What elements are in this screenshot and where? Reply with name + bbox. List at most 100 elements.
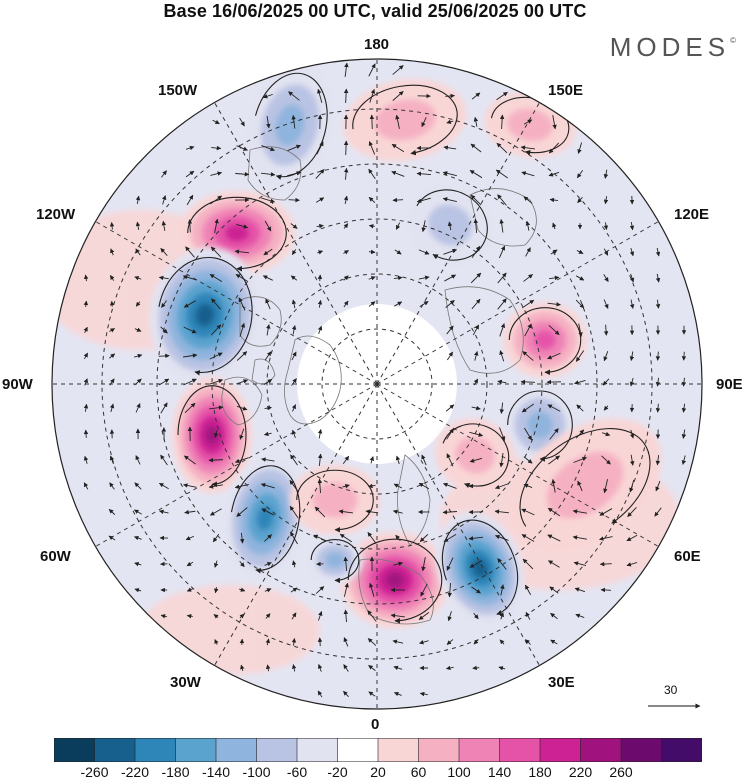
streamline-arc-ridge-kara-sea: [442, 423, 510, 489]
wind-vector-419: [392, 639, 404, 644]
wind-vector-425: [550, 639, 558, 645]
copyright-mark: ©: [730, 36, 736, 45]
coast-scandinavia: [397, 454, 431, 546]
lon-label-0: 0: [371, 716, 380, 733]
wind-vector-3: [262, 93, 273, 99]
wind-vector-290: [83, 482, 89, 490]
wind-vector-103: [135, 248, 141, 256]
map-disk: [52, 59, 702, 709]
wind-vector-228: [109, 403, 115, 413]
wind-vector-361: [264, 562, 272, 567]
wind-vector-153: [238, 297, 246, 311]
wind-vector-140: [497, 272, 507, 284]
wind-vector-216: [263, 378, 273, 386]
wind-vector-435: [472, 665, 480, 671]
streamline-ridge-hudson-bay: [177, 385, 247, 488]
wind-vector-395: [160, 614, 168, 619]
wind-vector-190: [83, 352, 89, 360]
lon-label-30w: 30W: [170, 674, 201, 691]
wind-vector-24: [499, 114, 505, 130]
ridge-central-siberia-level-3: [534, 330, 556, 350]
wind-vector-165: [547, 302, 561, 307]
colorbar-swatch-2: [134, 738, 177, 762]
wind-vector-398: [239, 613, 245, 619]
wind-vector-156: [317, 299, 323, 308]
wind-vector-285: [573, 456, 587, 463]
wind-vector-43: [161, 170, 167, 178]
colorbar-swatch-3: [175, 738, 217, 762]
wind-vector-193: [158, 353, 170, 359]
wind-vector-144: [603, 274, 609, 282]
wind-vector-423: [499, 639, 505, 645]
meridian-120: [376, 221, 659, 385]
meridian-330: [214, 383, 378, 666]
wind-vector-273: [261, 457, 275, 462]
wind-vector-376: [134, 588, 142, 593]
wind-vector-195: [209, 352, 223, 360]
wind-vector-166: [575, 299, 585, 309]
wind-vector-150: [161, 300, 167, 308]
wind-vector-259: [523, 427, 533, 441]
wind-vector-124: [83, 274, 89, 282]
colorbar-tick-9: 100: [447, 764, 471, 780]
streamline-ridge-central-asia: [519, 428, 651, 527]
wind-vector-128: [182, 274, 197, 281]
wind-vector-269: [160, 454, 168, 466]
colorbar-tick-4: -100: [242, 764, 271, 780]
wind-vector-102: [110, 248, 115, 256]
wind-vector-16: [291, 114, 296, 129]
streamline-trough-western-atlantic: [230, 465, 301, 574]
wind-vector-181: [472, 324, 480, 336]
meridian-300: [95, 383, 378, 547]
wind-vector-171: [109, 328, 115, 333]
streamline-arc-ridge-bering: [352, 84, 458, 156]
wind-vector-414: [265, 638, 271, 646]
wind-vector-179: [317, 325, 323, 335]
wind-vector-147: [83, 300, 89, 308]
streamline-arc-trough-west-siberia: [507, 390, 573, 462]
wind-vector-109: [291, 249, 297, 256]
wind-vector-8: [392, 91, 404, 101]
wind-vector-257: [469, 431, 484, 437]
wind-vector-311: [629, 479, 635, 493]
colorbar-swatch-11: [499, 738, 541, 762]
wind-vector-385: [369, 582, 375, 597]
wind-vector-34: [368, 141, 376, 155]
colorbar-tick-1: -220: [120, 764, 150, 780]
wind-vector-227: [83, 403, 89, 412]
coast-kamchatka: [469, 188, 537, 247]
wind-vector-90: [343, 223, 349, 229]
wind-vector-375: [626, 562, 638, 567]
ridge-greenland-south-level-1: [312, 482, 358, 518]
wind-vector-120: [576, 249, 584, 254]
wind-vector-322: [338, 509, 353, 514]
trough-west-siberia-level-2: [527, 411, 553, 439]
wind-vector-105: [185, 246, 195, 258]
wind-vector-59: [576, 169, 584, 179]
wind-vector-199: [446, 351, 454, 361]
wind-vectors: [83, 62, 687, 698]
wind-vector-306: [494, 483, 509, 490]
wind-vector-73: [442, 197, 457, 203]
anomaly-shading: [52, 64, 680, 675]
wind-vector-342: [290, 531, 298, 545]
wind-vector-350: [495, 534, 509, 541]
wind-vector-111: [343, 250, 349, 255]
wind-vector-355: [626, 534, 638, 542]
wind-vector-164: [521, 299, 535, 309]
wind-vector-208: [681, 351, 687, 361]
wind-vector-267: [109, 455, 115, 465]
lon-label-150e: 150E: [548, 82, 584, 99]
wind-vector-5: [317, 88, 323, 103]
colorbar-tick-2: -180: [161, 764, 190, 780]
wind-vector-274: [290, 454, 298, 466]
wind-vector-163: [497, 298, 507, 310]
wind-vector-351: [521, 534, 535, 542]
wind-vector-170: [83, 326, 88, 333]
wind-vector-196: [236, 351, 248, 361]
wind-vector-278: [395, 455, 401, 465]
wind-vector-286: [601, 455, 611, 465]
latitude-ring-60: [211, 218, 543, 550]
wind-vector-207: [655, 351, 661, 361]
wind-vector-402: [343, 609, 349, 623]
